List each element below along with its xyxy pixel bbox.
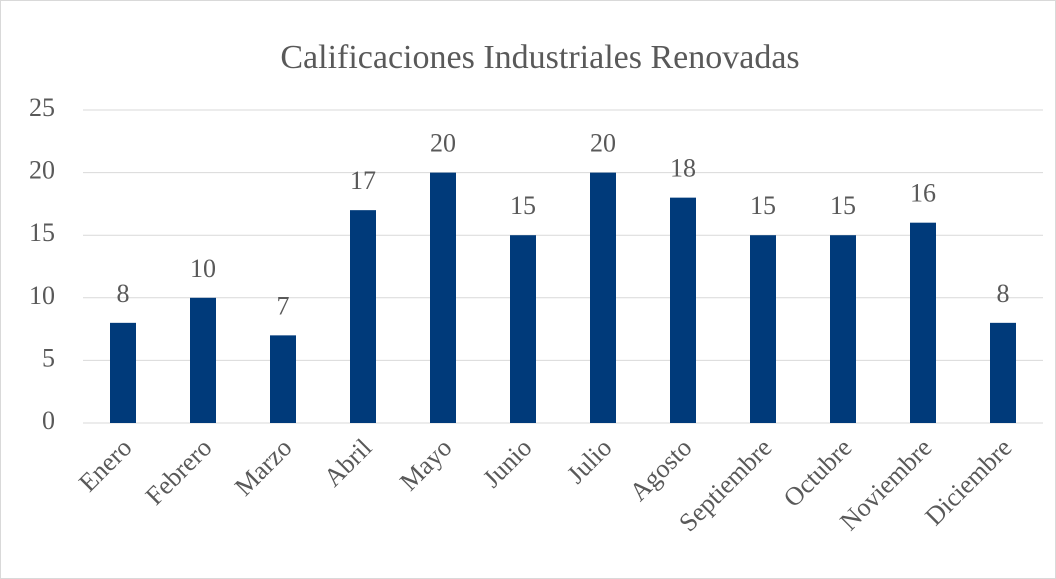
y-tick-label: 20: [29, 156, 55, 185]
bar: [590, 172, 616, 423]
bar: [910, 222, 936, 423]
data-label: 20: [430, 129, 456, 158]
data-label: 7: [277, 291, 290, 320]
y-tick-label: 5: [42, 343, 55, 372]
bar: [190, 297, 216, 423]
bar: [350, 210, 376, 423]
data-label: 17: [350, 166, 376, 195]
bar: [670, 197, 696, 423]
chart-title: Calificaciones Industriales Renovadas: [280, 39, 799, 76]
y-tick-label: 10: [29, 281, 55, 310]
bar: [510, 235, 536, 423]
data-label: 20: [590, 129, 616, 158]
data-label: 15: [510, 191, 536, 220]
y-tick-label: 25: [29, 93, 55, 122]
data-label: 15: [750, 191, 776, 220]
data-label: 10: [190, 254, 216, 283]
data-label: 8: [997, 279, 1010, 308]
bar: [750, 235, 776, 423]
data-label: 18: [670, 154, 696, 183]
bar: [270, 335, 296, 423]
y-tick-label: 15: [29, 218, 55, 247]
bar: [990, 322, 1016, 423]
data-label: 16: [910, 179, 936, 208]
bar: [430, 172, 456, 423]
y-tick-label: 0: [42, 406, 55, 435]
data-label: 8: [117, 279, 130, 308]
bar: [110, 322, 136, 423]
data-label: 15: [830, 191, 856, 220]
bar: [830, 235, 856, 423]
